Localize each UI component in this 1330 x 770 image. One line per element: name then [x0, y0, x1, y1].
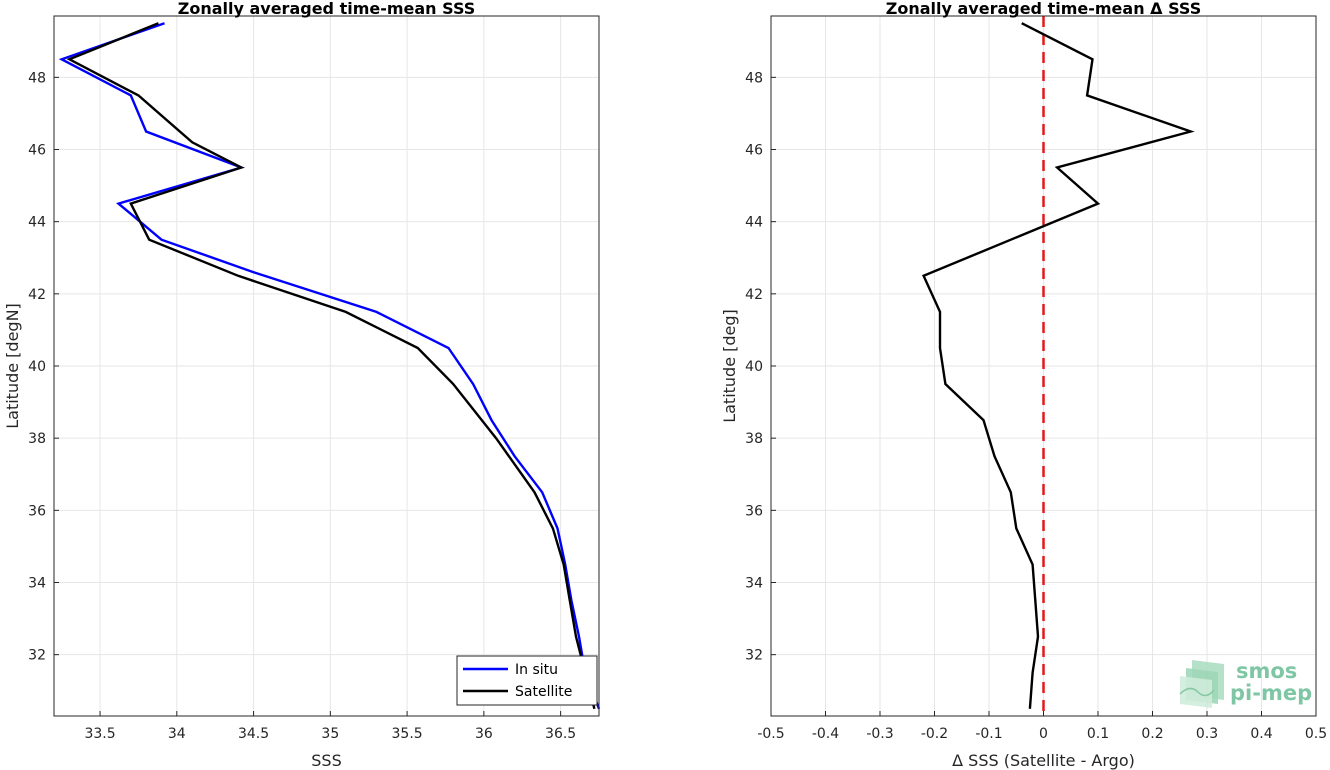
series-line-in-situ: [58, 22, 601, 710]
x-tick-label: 0.2: [1141, 726, 1163, 742]
y-tick-label: 36: [745, 503, 763, 519]
y-tick-label: 46: [745, 143, 763, 159]
left-chart-title: Zonally averaged time-mean SSS: [178, 0, 476, 18]
left-tick-labels: 33.5 34 34.5 35 35.5 36 36.5 32 34 36 38 40 42 44 46 48: [28, 70, 576, 742]
y-tick-label: 36: [28, 503, 46, 519]
y-tick-label: 32: [745, 648, 763, 664]
y-tick-label: 44: [745, 215, 763, 231]
logo-text-pi-mep: pi-mep: [1230, 681, 1312, 705]
x-tick-label: 35.5: [392, 726, 423, 742]
left-series-group: [58, 22, 601, 710]
y-tick-label: 32: [28, 648, 46, 664]
series-line-delta-sss: [921, 22, 1195, 709]
y-tick-label: 38: [745, 431, 763, 447]
x-tick-label: -0.4: [812, 726, 839, 742]
y-tick-label: 42: [745, 287, 763, 303]
left-grid: [54, 16, 599, 716]
left-chart-panel: 33.5 34 34.5 35 35.5 36 36.5 32 34 36 38 40 42 44 46 48…: [3, 0, 601, 770]
x-tick-label: 0.4: [1250, 726, 1272, 742]
legend-satellite-label: Satellite: [515, 684, 572, 700]
x-tick-label: -0.1: [975, 726, 1002, 742]
y-tick-label: 44: [28, 215, 46, 231]
x-tick-label: 0.5: [1305, 726, 1327, 742]
logo-emblem-icon: [1179, 660, 1224, 708]
legend: In situ Satellite: [456, 655, 598, 706]
right-x-axis-label: Δ SSS (Satellite - Argo): [952, 751, 1135, 770]
y-tick-label: 40: [745, 359, 763, 375]
x-tick-label: -0.2: [921, 726, 948, 742]
x-tick-label: 36: [475, 726, 493, 742]
smos-pi-mep-logo: smos pi-mep: [1179, 659, 1312, 708]
legend-box: [456, 655, 598, 706]
y-tick-label: 34: [745, 575, 763, 591]
right-y-axis-label: Latitude [deg]: [720, 309, 739, 423]
right-series-group: [921, 16, 1195, 716]
y-tick-label: 48: [745, 70, 763, 86]
x-tick-label: 33.5: [84, 726, 115, 742]
x-tick-label: 0.1: [1087, 726, 1109, 742]
legend-in-situ-label: In situ: [515, 662, 558, 678]
y-tick-label: 34: [28, 575, 46, 591]
right-chart-title: Zonally averaged time-mean Δ SSS: [886, 0, 1202, 18]
logo-text-smos: smos: [1236, 659, 1297, 683]
y-tick-label: 42: [28, 287, 46, 303]
y-tick-label: 40: [28, 359, 46, 375]
x-tick-label: 0: [1039, 726, 1048, 742]
right-chart-panel: smos pi-mep -0.5 -0.4 -0.3 -0.2 -0.1 0 0.1 0.2 0…: [720, 0, 1327, 770]
series-line-satellite: [66, 22, 596, 710]
y-tick-label: 38: [28, 431, 46, 447]
left-x-axis-label: SSS: [311, 751, 341, 770]
right-tick-labels: -0.5 -0.4 -0.3 -0.2 -0.1 0 0.1 0.2 0.3 0.4 0.5 32 34…: [745, 70, 1327, 742]
y-tick-label: 48: [28, 70, 46, 86]
x-tick-label: -0.5: [757, 726, 784, 742]
x-tick-label: 35: [321, 726, 339, 742]
x-tick-label: 0.3: [1196, 726, 1218, 742]
left-y-axis-label: Latitude [degN]: [3, 303, 22, 429]
x-tick-label: 34.5: [238, 726, 269, 742]
x-tick-label: 34: [168, 726, 186, 742]
y-tick-label: 46: [28, 143, 46, 159]
x-tick-label: -0.3: [866, 726, 893, 742]
x-tick-label: 36.5: [545, 726, 576, 742]
